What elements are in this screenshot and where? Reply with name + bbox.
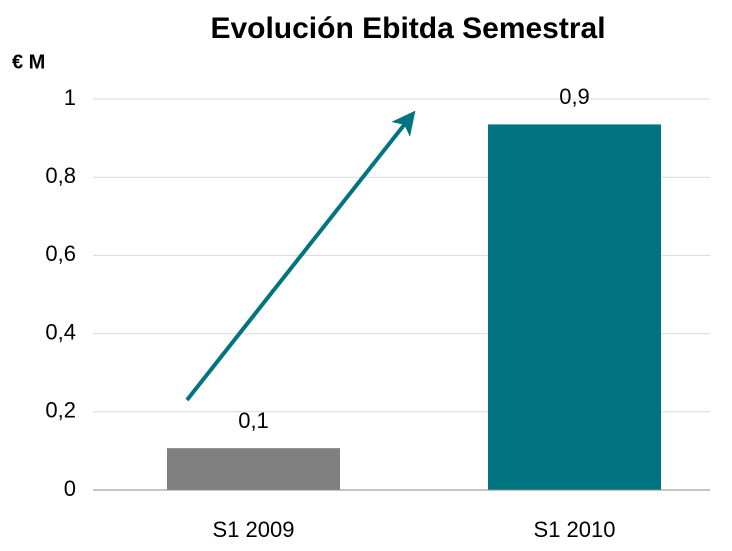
y-tick-label: 0,2 bbox=[45, 398, 76, 423]
y-tick-label: 0 bbox=[64, 476, 76, 501]
y-tick-label: 1 bbox=[64, 85, 76, 110]
value-label: 0,1 bbox=[238, 408, 269, 433]
value-label: 0,9 bbox=[559, 84, 590, 109]
bar bbox=[488, 124, 661, 490]
x-tick-label: S1 2009 bbox=[213, 517, 295, 542]
chart-title: Evolución Ebitda Semestral bbox=[210, 12, 605, 45]
y-tick-label: 0,8 bbox=[45, 163, 76, 188]
bar bbox=[167, 448, 340, 490]
x-tick-label: S1 2010 bbox=[534, 517, 616, 542]
y-tick-label: 0,6 bbox=[45, 241, 76, 266]
y-axis-unit: € M bbox=[12, 51, 45, 73]
trend-arrow bbox=[185, 110, 416, 402]
y-tick-label: 0,4 bbox=[45, 319, 76, 344]
